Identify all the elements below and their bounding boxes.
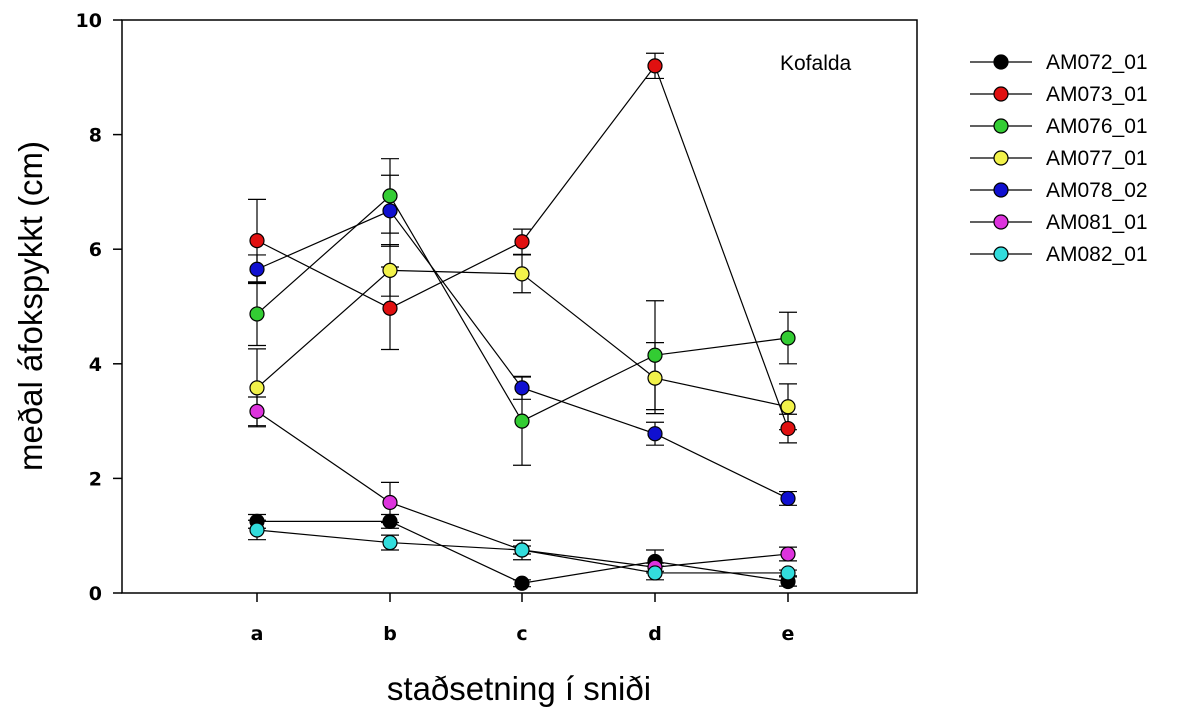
data-point: [249, 403, 265, 419]
axes-layer: 0 2 4 6 8 10 a b c d e: [76, 10, 918, 645]
data-point: [382, 300, 398, 316]
legend: AM072_01 AM073_01 AM076_01 AM077_01 AM078_02…: [970, 51, 1148, 266]
y-tick-label: 0: [89, 583, 102, 605]
chart-annotation: Kofalda: [780, 52, 852, 75]
legend-marker: [993, 182, 1009, 198]
data-point: [647, 426, 663, 442]
data-point: [647, 565, 663, 581]
x-tick-label: d: [648, 623, 662, 645]
data-point: [780, 330, 796, 346]
data-point: [382, 513, 398, 529]
legend-label: AM081_01: [1046, 211, 1148, 234]
data-point: [780, 490, 796, 507]
legend-label: AM072_01: [1046, 51, 1148, 74]
legend-marker: [993, 150, 1009, 166]
data-point: [647, 370, 663, 386]
legend-marker: [993, 214, 1009, 230]
data-point: [249, 261, 265, 277]
data-point: [382, 203, 398, 219]
data-point: [382, 262, 398, 279]
legend-label: AM082_01: [1046, 243, 1148, 266]
data-point: [249, 306, 265, 322]
series-lines-layer: [256, 64, 789, 584]
data-point: [647, 58, 663, 74]
data-point: [514, 380, 530, 396]
y-tick-label: 2: [89, 468, 102, 490]
x-tick-label: c: [516, 623, 527, 645]
data-point: [514, 266, 530, 282]
plot-frame: [121, 19, 918, 594]
x-axis-title: staðsetning í sniði: [387, 670, 651, 707]
data-points-layer: [249, 58, 796, 591]
data-point: [249, 380, 265, 396]
data-point: [780, 546, 796, 562]
legend-label: AM077_01: [1046, 147, 1148, 170]
data-point: [249, 522, 265, 538]
x-tick-label: a: [251, 623, 264, 645]
y-tick-label: 8: [89, 125, 102, 147]
legend-marker: [993, 246, 1009, 262]
y-tick-label: 6: [89, 239, 102, 261]
data-point: [514, 575, 530, 591]
y-axis-title: meðal áfokspykkt (cm): [12, 141, 49, 471]
legend-marker: [993, 54, 1009, 70]
data-point: [780, 565, 796, 581]
data-point: [647, 347, 663, 363]
data-point: [780, 420, 796, 437]
legend-marker: [993, 86, 1009, 102]
data-point: [514, 542, 530, 558]
x-tick-label: e: [782, 623, 795, 645]
legend-label: AM078_02: [1046, 179, 1148, 202]
data-point: [382, 534, 398, 551]
x-tick-label: b: [383, 623, 397, 645]
data-point: [382, 494, 398, 511]
data-point: [249, 233, 265, 249]
data-point: [514, 234, 530, 250]
data-point: [780, 399, 796, 415]
legend-marker: [993, 118, 1009, 134]
data-point: [382, 188, 398, 204]
legend-label: AM076_01: [1046, 115, 1148, 138]
y-tick-label: 10: [76, 10, 102, 32]
y-tick-label: 4: [89, 354, 102, 376]
legend-label: AM073_01: [1046, 83, 1148, 106]
data-point: [514, 413, 530, 429]
error-bars-layer: [248, 52, 797, 588]
